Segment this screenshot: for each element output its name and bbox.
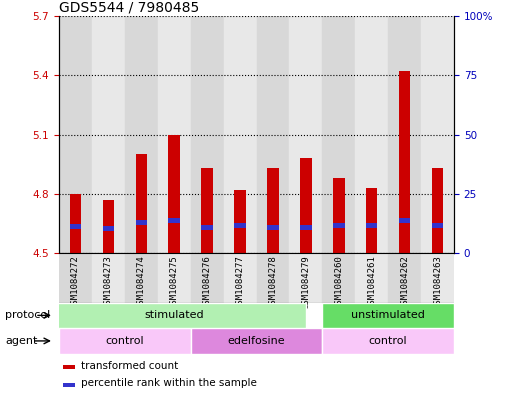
- Text: GSM1084279: GSM1084279: [301, 255, 310, 309]
- Bar: [125, 253, 158, 303]
- Bar: [234, 190, 246, 253]
- Bar: [168, 219, 180, 223]
- Bar: [202, 225, 213, 230]
- Bar: [191, 328, 322, 354]
- Text: GSM1084260: GSM1084260: [334, 255, 343, 309]
- Bar: [224, 253, 256, 303]
- Text: transformed count: transformed count: [81, 361, 178, 371]
- Bar: [92, 16, 125, 253]
- Bar: [70, 194, 81, 253]
- Bar: [224, 16, 256, 253]
- Bar: [59, 253, 92, 303]
- Bar: [322, 253, 355, 303]
- Bar: [300, 225, 311, 230]
- Bar: [333, 178, 345, 253]
- Text: GSM1084278: GSM1084278: [268, 255, 278, 309]
- Bar: [366, 188, 378, 253]
- Bar: [135, 154, 147, 253]
- Text: control: control: [369, 336, 407, 346]
- Bar: [366, 223, 378, 228]
- Text: GSM1084262: GSM1084262: [400, 255, 409, 309]
- Bar: [202, 168, 213, 253]
- Bar: [92, 253, 125, 303]
- Text: GSM1084275: GSM1084275: [170, 255, 179, 309]
- Bar: [355, 253, 388, 303]
- Bar: [289, 16, 322, 253]
- Text: GSM1084277: GSM1084277: [235, 255, 245, 309]
- Text: agent: agent: [5, 336, 37, 346]
- Bar: [421, 253, 454, 303]
- Bar: [191, 16, 224, 253]
- Text: GDS5544 / 7980485: GDS5544 / 7980485: [59, 0, 199, 15]
- Text: percentile rank within the sample: percentile rank within the sample: [81, 378, 256, 388]
- Text: GSM1084272: GSM1084272: [71, 255, 80, 309]
- Bar: [125, 16, 157, 253]
- Bar: [168, 135, 180, 253]
- Bar: [43, 303, 306, 328]
- Bar: [59, 16, 92, 253]
- Bar: [432, 168, 443, 253]
- Text: unstimulated: unstimulated: [351, 310, 425, 320]
- Bar: [300, 158, 311, 253]
- Text: protocol: protocol: [5, 310, 50, 320]
- Bar: [158, 253, 191, 303]
- Bar: [63, 365, 75, 369]
- Bar: [103, 226, 114, 231]
- Text: GSM1084261: GSM1084261: [367, 255, 376, 309]
- Bar: [191, 253, 224, 303]
- Bar: [267, 225, 279, 230]
- Bar: [63, 383, 75, 387]
- Bar: [421, 16, 454, 253]
- Bar: [256, 16, 289, 253]
- Bar: [399, 218, 410, 223]
- Bar: [388, 16, 421, 253]
- Text: GSM1084274: GSM1084274: [137, 255, 146, 309]
- Bar: [322, 16, 355, 253]
- Bar: [135, 220, 147, 225]
- Bar: [59, 328, 191, 354]
- Bar: [256, 253, 289, 303]
- Bar: [157, 16, 191, 253]
- Bar: [355, 16, 388, 253]
- Text: GSM1084273: GSM1084273: [104, 255, 113, 309]
- Bar: [70, 224, 81, 229]
- Bar: [322, 303, 454, 328]
- Bar: [234, 223, 246, 228]
- Bar: [432, 223, 443, 228]
- Bar: [322, 328, 454, 354]
- Bar: [267, 168, 279, 253]
- Text: control: control: [106, 336, 144, 346]
- Bar: [289, 253, 322, 303]
- Bar: [103, 200, 114, 253]
- Bar: [399, 71, 410, 253]
- Bar: [388, 253, 421, 303]
- Text: GSM1084276: GSM1084276: [203, 255, 212, 309]
- Text: stimulated: stimulated: [144, 310, 204, 320]
- Text: edelfosine: edelfosine: [228, 336, 285, 346]
- Bar: [333, 223, 345, 228]
- Text: GSM1084263: GSM1084263: [433, 255, 442, 309]
